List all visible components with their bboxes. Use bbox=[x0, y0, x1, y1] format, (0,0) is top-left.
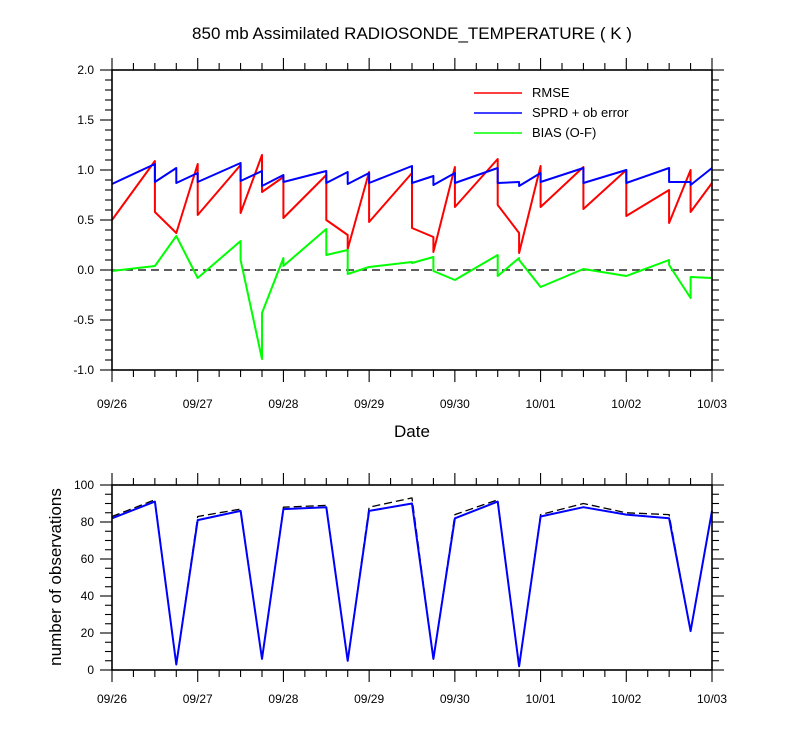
top-y-tick-label: 2.0 bbox=[77, 63, 94, 77]
bottom-y-tick-label: 100 bbox=[74, 478, 94, 492]
top-y-tick-label: 1.0 bbox=[77, 163, 94, 177]
top-y-tick-label: -1.0 bbox=[73, 363, 94, 377]
bottom-x-tick-label: 10/01 bbox=[526, 692, 556, 706]
bottom-x-tick-label: 10/02 bbox=[611, 692, 641, 706]
x-axis-label: Date bbox=[394, 422, 430, 441]
legend-label-rmse: RMSE bbox=[532, 85, 570, 100]
top-series-bias-o-f bbox=[111, 228, 713, 360]
top-plot-frame bbox=[111, 69, 713, 371]
top-x-tick-label: 09/26 bbox=[97, 397, 127, 411]
bottom-x-tick-label: 10/03 bbox=[697, 692, 727, 706]
top-x-tick-label: 10/03 bbox=[697, 397, 727, 411]
top-y-tick-label: -0.5 bbox=[73, 313, 94, 327]
bottom-y-tick-label: 40 bbox=[81, 589, 95, 603]
top-y-tick-label: 1.5 bbox=[77, 113, 94, 127]
top-tick-marks bbox=[100, 58, 724, 382]
bottom-y-tick-labels: 0 20 40 60 80 100 bbox=[74, 478, 94, 677]
bottom-x-tick-label: 09/29 bbox=[354, 692, 384, 706]
top-x-tick-label: 09/27 bbox=[183, 397, 213, 411]
y-axis-label: number of observations bbox=[46, 488, 65, 666]
legend: RMSE SPRD + ob error BIAS (O-F) bbox=[474, 85, 629, 140]
bottom-x-tick-label: 09/27 bbox=[183, 692, 213, 706]
bottom-x-tick-label: 09/30 bbox=[440, 692, 470, 706]
bottom-y-tick-label: 60 bbox=[81, 552, 95, 566]
legend-label-sprd: SPRD + ob error bbox=[532, 105, 629, 120]
bottom-x-tick-labels: 09/26 09/27 09/28 09/29 09/30 10/01 10/02 10/03 bbox=[97, 692, 727, 706]
chart-title: 850 mb Assimilated RADIOSONDE_TEMPERATUR… bbox=[192, 24, 632, 43]
top-x-tick-label: 09/30 bbox=[440, 397, 470, 411]
bottom-y-tick-label: 0 bbox=[87, 663, 94, 677]
bottom-x-tick-label: 09/28 bbox=[268, 692, 298, 706]
top-y-tick-label: 0.5 bbox=[77, 213, 94, 227]
bottom-series-lines bbox=[111, 497, 713, 668]
top-x-tick-label: 10/02 bbox=[611, 397, 641, 411]
top-x-tick-label: 10/01 bbox=[526, 397, 556, 411]
top-series-sprd-ob-error bbox=[111, 162, 713, 187]
bottom-x-tick-label: 09/26 bbox=[97, 692, 127, 706]
top-x-tick-labels: 09/26 09/27 09/28 09/29 09/30 10/01 10/02 10/03 bbox=[97, 397, 727, 411]
top-series-lines bbox=[111, 154, 713, 360]
bottom-y-tick-label: 20 bbox=[81, 626, 95, 640]
top-x-tick-label: 09/29 bbox=[354, 397, 384, 411]
bottom-y-tick-label: 80 bbox=[81, 515, 95, 529]
top-y-tick-label: 0.0 bbox=[77, 263, 94, 277]
bottom-series-possible bbox=[111, 497, 713, 667]
top-y-tick-labels: -1.0 -0.5 0.0 0.5 1.0 1.5 2.0 bbox=[73, 63, 94, 377]
top-x-tick-label: 09/28 bbox=[268, 397, 298, 411]
bottom-tick-marks bbox=[100, 473, 724, 682]
legend-label-bias: BIAS (O-F) bbox=[532, 125, 596, 140]
bottom-series-assimilated bbox=[111, 500, 713, 668]
bottom-plot-frame bbox=[111, 484, 713, 671]
